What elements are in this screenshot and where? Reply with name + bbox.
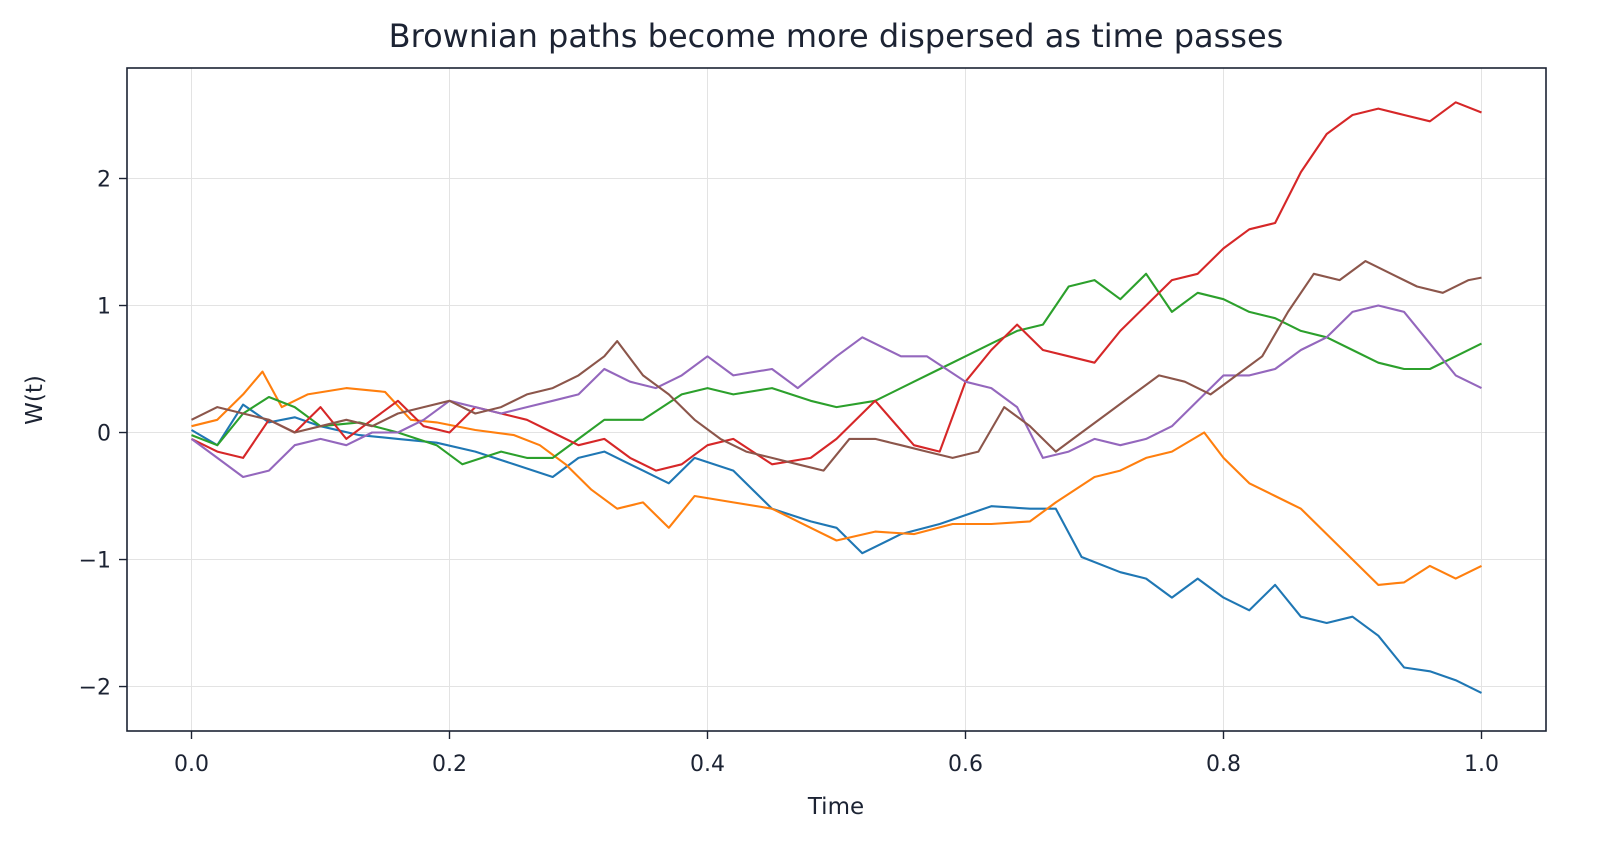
x-axis-label: Time <box>807 794 864 820</box>
grid-lines <box>127 68 1546 731</box>
x-axis: 0.0 0.2 0.4 0.6 0.8 1.0 <box>174 731 1499 777</box>
y-axis: −2 −1 0 1 2 <box>79 168 127 701</box>
x-tick-label: 0.0 <box>174 752 209 777</box>
y-tick-label: −2 <box>79 676 111 701</box>
series-line-1 <box>190 403 1482 694</box>
plot-frame <box>126 67 1547 732</box>
y-tick-label: 0 <box>97 422 111 447</box>
series-line-5 <box>190 304 1482 479</box>
x-tick-label: 0.8 <box>1206 752 1241 777</box>
x-tick-label: 0.2 <box>432 752 467 777</box>
chart-title: Brownian paths become more dispersed as … <box>389 17 1284 55</box>
y-tick-label: 1 <box>97 295 111 320</box>
x-tick-label: 0.4 <box>690 752 725 777</box>
y-tick-label: −1 <box>79 549 111 574</box>
series-line-6 <box>191 260 1482 472</box>
series-layer <box>190 101 1482 694</box>
series-line-3 <box>191 272 1482 466</box>
y-axis-label: W(t) <box>22 375 48 425</box>
series-line-4 <box>191 101 1482 472</box>
y-tick-label: 2 <box>97 168 111 193</box>
series-line-2 <box>191 370 1482 586</box>
x-tick-label: 0.6 <box>948 752 983 777</box>
x-tick-label: 1.0 <box>1464 752 1499 777</box>
